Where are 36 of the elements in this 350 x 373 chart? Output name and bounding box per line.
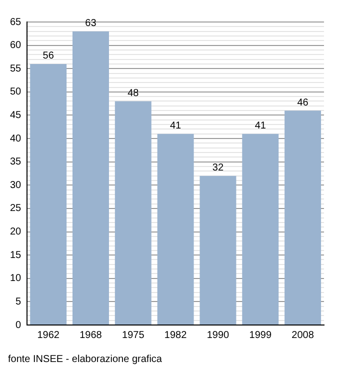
x-tick-label: 1982: [164, 330, 188, 341]
y-tick-label: 20: [10, 226, 22, 238]
data-label: 48: [128, 88, 140, 99]
data-label: 46: [297, 97, 309, 108]
data-label: 41: [170, 120, 182, 132]
bar: [30, 64, 67, 324]
x-tick-label: 1975: [122, 330, 145, 341]
data-label: 41: [254, 120, 266, 132]
y-tick-label: 60: [10, 40, 22, 52]
y-tick-label: 55: [10, 63, 22, 74]
y-tick-label: 35: [10, 156, 22, 168]
x-tick-label: 1968: [80, 330, 102, 341]
data-label: 63: [85, 18, 97, 30]
y-tick-label: 5: [16, 296, 22, 308]
y-tick-label: 45: [10, 110, 22, 121]
y-tick-label: 10: [10, 273, 22, 284]
bar: [157, 134, 194, 324]
y-tick-label: 30: [10, 180, 22, 191]
bar: [114, 101, 152, 324]
bar: [200, 176, 236, 324]
x-tick-label: 1962: [37, 330, 60, 341]
y-tick-label: 15: [10, 250, 22, 261]
y-tick-label: 65: [10, 16, 22, 28]
y-tick-label: 0: [16, 320, 22, 331]
bar: [284, 110, 322, 324]
y-tick-label: 50: [10, 86, 22, 98]
y-tick-label: 25: [10, 203, 22, 214]
bar: [72, 31, 109, 324]
data-label: 56: [42, 50, 54, 62]
x-tick-label: 2008: [292, 330, 314, 341]
y-tick-label: 40: [10, 133, 22, 144]
data-label: 32: [212, 162, 224, 174]
x-tick-label: 1990: [206, 330, 230, 341]
source-note: fonte INSEE - elaborazione grafica: [8, 354, 162, 365]
x-tick-label: 1999: [249, 330, 272, 341]
bar: [242, 134, 279, 324]
